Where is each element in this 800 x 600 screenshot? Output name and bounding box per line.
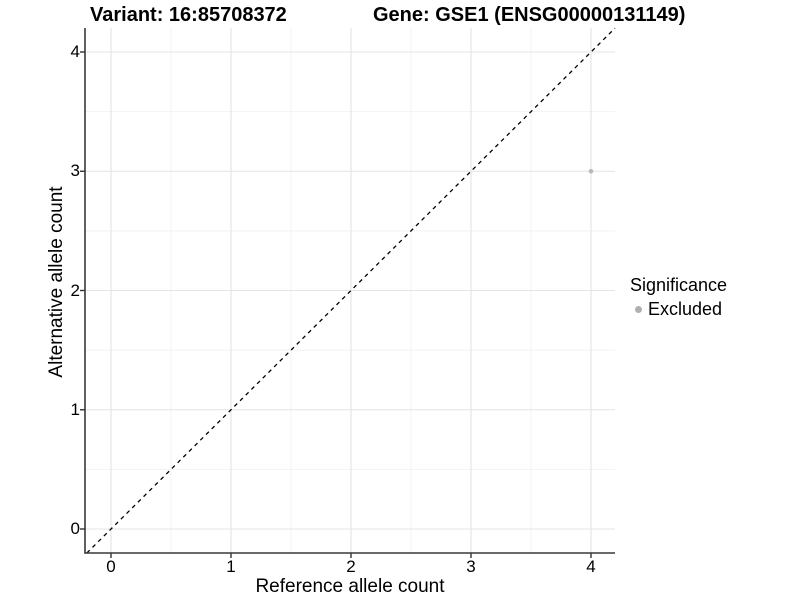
legend: Significance Excluded: [630, 274, 727, 320]
y-tick-label: 1: [70, 399, 80, 419]
x-tick-label: 3: [466, 557, 476, 576]
plot-title-variant: Variant: 16:85708372: [90, 4, 287, 26]
y-tick-label: 3: [70, 161, 80, 181]
data-point: [588, 168, 594, 174]
x-tick-label: 0: [106, 557, 116, 576]
plot-title-gene: Gene: GSE1 (ENSG00000131149): [373, 4, 686, 26]
legend-item-label: Excluded: [648, 299, 723, 319]
y-tick-label: 4: [70, 42, 80, 61]
legend-item-excluded: Excluded: [630, 298, 727, 320]
x-tick-label: 2: [346, 557, 356, 576]
x-axis-title: Reference allele count: [255, 576, 445, 597]
x-tick-label: 1: [226, 557, 236, 576]
y-tick-label: 2: [70, 280, 80, 300]
legend-title: Significance: [630, 275, 728, 295]
x-tick-label: 4: [586, 557, 596, 576]
excluded-point-icon: [635, 305, 642, 313]
y-tick-label: 0: [70, 519, 80, 538]
